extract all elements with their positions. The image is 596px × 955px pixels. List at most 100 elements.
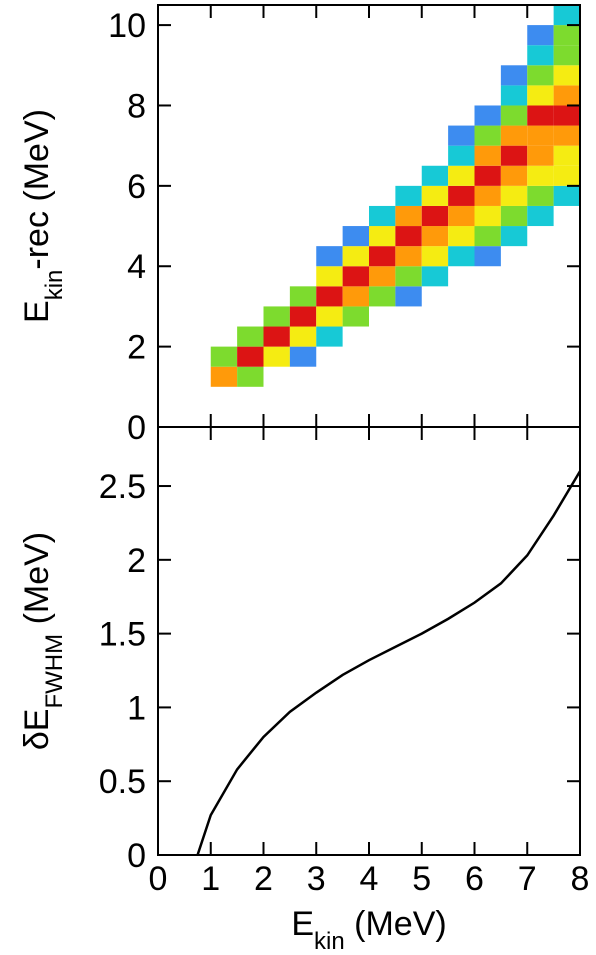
heatmap-cell: [237, 326, 264, 347]
y-tick-label: 0: [127, 409, 146, 447]
heatmap-cell: [474, 105, 501, 126]
heatmap-cell: [395, 205, 422, 227]
heatmap-cell: [263, 306, 290, 327]
heatmap-cell: [237, 346, 264, 367]
y-axis-label-sub: FWHM: [41, 634, 68, 709]
heatmap-cell: [369, 286, 396, 307]
heatmap-cell: [448, 246, 475, 267]
heatmap-cell: [289, 306, 317, 327]
x-axis-label: Ekin (MeV): [291, 905, 446, 955]
heatmap-cell: [395, 226, 422, 247]
heatmap-cell: [500, 185, 528, 206]
heatmap-cell: [289, 326, 317, 347]
heatmap-cell: [500, 205, 528, 227]
x-axis-label-sub: kin: [314, 928, 345, 955]
heatmap-cell: [474, 185, 501, 206]
y-tick-label: 2: [127, 542, 146, 580]
heatmap-cell: [527, 45, 554, 66]
heatmap-cell: [369, 266, 396, 287]
heatmap-cell: [369, 226, 396, 247]
x-axis-label-rest: (MeV): [345, 905, 447, 943]
heatmap-cell: [421, 165, 449, 186]
y-axis-label: δEFWHM (MeV): [18, 532, 68, 750]
y-axis-label-rest: -rec (MeV): [18, 109, 56, 270]
heatmap-cell: [316, 326, 343, 347]
heatmap-cell: [316, 266, 343, 287]
plot-frame: [157, 426, 581, 856]
x-tick-label: 6: [465, 860, 484, 898]
y-tick-label: 1: [127, 689, 146, 727]
heatmap-cell: [500, 226, 528, 247]
heatmap-cell: [342, 226, 369, 247]
y-axis-label-main: E: [18, 300, 56, 323]
heatmap-cell: [263, 326, 290, 347]
x-tick-label: 8: [571, 860, 590, 898]
heatmap-cell: [210, 346, 238, 367]
x-axis-label-main: E: [291, 905, 314, 943]
heatmap-cell: [448, 145, 475, 166]
heatmap-cell: [527, 125, 554, 146]
heatmap-cell: [500, 165, 528, 186]
heatmap-cell: [342, 246, 369, 267]
heatmap-cell: [474, 145, 501, 166]
heatmap-cell: [527, 205, 554, 227]
heatmap-cell: [421, 246, 449, 267]
heatmap-cell: [421, 185, 449, 206]
heatmap-cell: [448, 125, 475, 146]
heatmap-cell: [237, 366, 264, 387]
heatmap-cell: [448, 185, 475, 206]
heatmap-cell: [369, 205, 396, 227]
heatmap-cell: [500, 85, 528, 106]
y-tick-label: 0: [127, 837, 146, 875]
y-tick-label: 6: [127, 168, 146, 206]
heatmap-cell: [553, 45, 580, 66]
heatmap-cell: [421, 226, 449, 247]
heatmap-cell: [527, 65, 554, 86]
heatmap-cell: [448, 205, 475, 227]
heatmap-cell: [500, 105, 528, 126]
heatmap-cell: [316, 306, 343, 327]
y-tick-label: 10: [108, 7, 146, 45]
x-tick-label: 3: [307, 860, 326, 898]
heatmap-cell: [395, 185, 422, 206]
x-tick-label: 1: [201, 860, 220, 898]
heatmap-cell: [553, 165, 580, 186]
heatmap-cell: [474, 226, 501, 247]
heatmap-cell: [474, 246, 501, 267]
y-tick-label: 2.5: [99, 468, 146, 506]
heatmap-cell: [395, 286, 422, 307]
heatmap-cell: [500, 125, 528, 146]
heatmap-cell: [527, 85, 554, 106]
x-tick-label: 5: [412, 860, 431, 898]
heatmap-cell: [448, 226, 475, 247]
heatmap-cell: [474, 205, 501, 227]
x-tick-label: 0: [149, 860, 168, 898]
x-tick-label: 7: [518, 860, 537, 898]
y-axis-label-main: δE: [18, 709, 56, 751]
heatmap-cell: [421, 266, 449, 287]
y-tick-label: 2: [127, 329, 146, 367]
y-axis-label-sub: kin: [41, 270, 68, 301]
heatmap-cell: [527, 165, 554, 186]
heatmap-cell: [421, 205, 449, 227]
y-tick-label: 0.5: [99, 763, 146, 801]
heatmap-cell: [289, 346, 317, 367]
heatmap-cell: [474, 125, 501, 146]
heatmap-cell: [263, 346, 290, 367]
heatmap-cell: [210, 366, 238, 387]
heatmap-cell: [395, 266, 422, 287]
y-tick-label: 8: [127, 87, 146, 125]
heatmap-cell: [316, 286, 343, 307]
heatmap-cell: [500, 65, 528, 86]
x-tick-label: 2: [254, 860, 273, 898]
heatmap-cell: [500, 145, 528, 166]
y-tick-label: 1.5: [99, 616, 146, 654]
heatmap-cell: [342, 286, 369, 307]
heatmap-cell: [553, 125, 580, 146]
heatmap-cell: [527, 145, 554, 166]
heatmap-cell: [553, 145, 580, 166]
heatmap-cell: [553, 5, 580, 26]
y-tick-label: 4: [127, 248, 146, 286]
heatmap-cell: [342, 306, 369, 327]
heatmap-cell: [369, 246, 396, 267]
